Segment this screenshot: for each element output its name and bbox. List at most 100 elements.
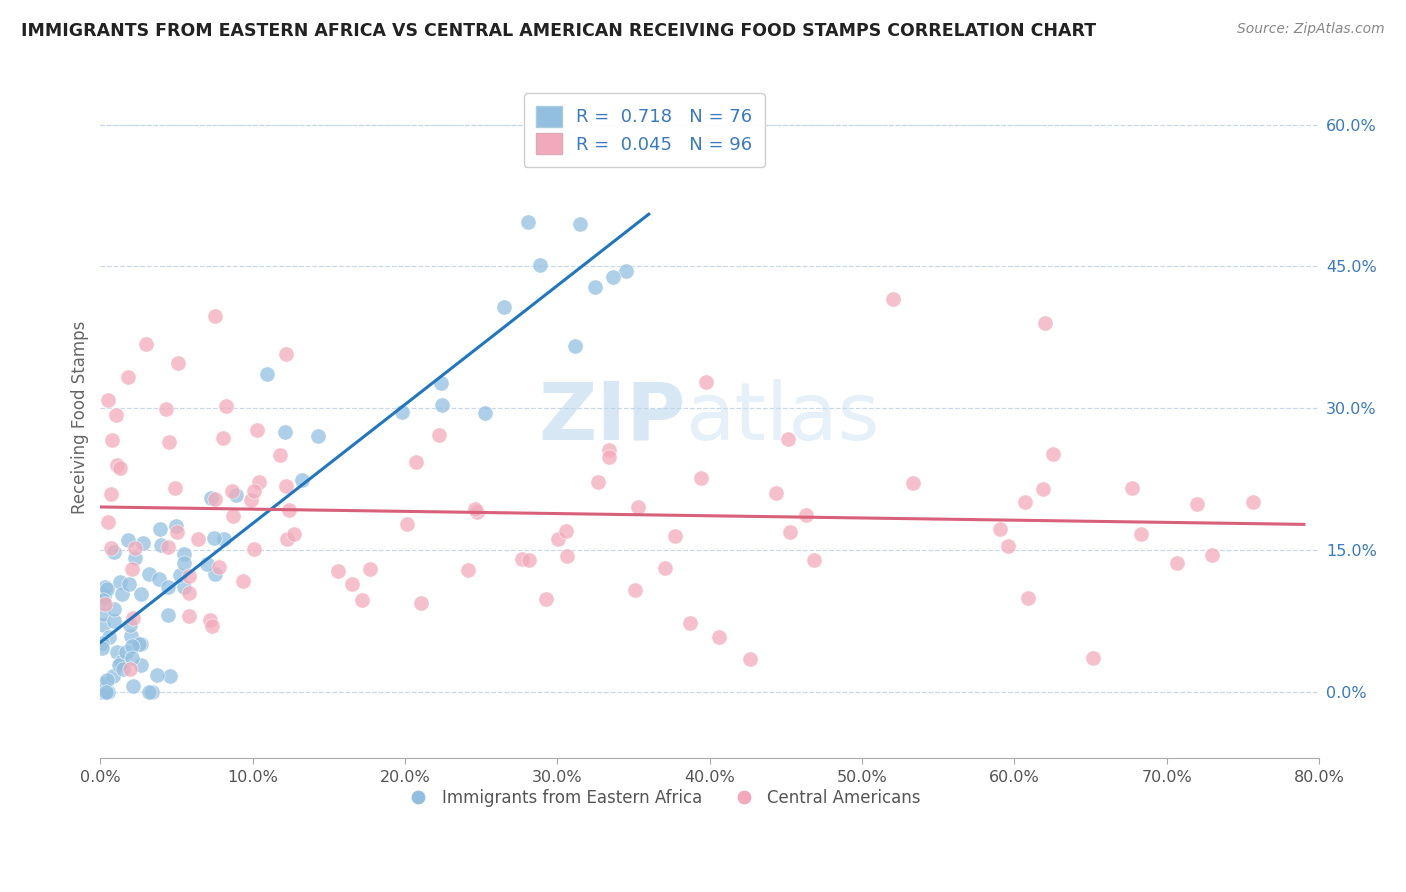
Point [204, 567, 226, 582]
Point [307, 429, 329, 443]
Point [118, 576, 141, 591]
Point [1083, 651, 1105, 665]
Point [778, 432, 800, 446]
Point [179, 586, 201, 600]
Point [101, 669, 124, 683]
Point [163, 481, 186, 495]
Point [124, 550, 146, 565]
Point [202, 531, 225, 545]
Point [583, 280, 606, 294]
Point [117, 533, 139, 548]
Point [430, 376, 453, 390]
Point [689, 470, 711, 484]
Point [492, 300, 515, 314]
Point [569, 218, 592, 232]
Point [796, 508, 818, 522]
Point [91, 677, 114, 691]
Point [215, 399, 238, 413]
Point [114, 645, 136, 659]
Point [141, 684, 163, 698]
Point [105, 644, 128, 658]
Point [988, 522, 1011, 536]
Point [212, 532, 235, 546]
Point [765, 486, 787, 500]
Point [803, 553, 825, 567]
Point [120, 662, 142, 676]
Point [274, 479, 297, 493]
Point [243, 541, 266, 556]
Point [654, 561, 676, 575]
Point [195, 557, 218, 571]
Point [465, 505, 488, 519]
Point [94, 580, 117, 594]
Point [598, 450, 620, 464]
Point [291, 473, 314, 487]
Point [882, 293, 904, 307]
Point [273, 425, 295, 439]
Point [602, 269, 624, 284]
Point [100, 487, 122, 501]
Point [901, 475, 924, 490]
Point [97, 684, 120, 698]
Point [616, 264, 638, 278]
Point [129, 587, 152, 601]
Point [121, 562, 143, 576]
Point [278, 502, 301, 516]
Point [110, 656, 132, 670]
Point [624, 582, 647, 597]
Point [340, 577, 363, 591]
Point [121, 651, 143, 665]
Point [457, 563, 479, 577]
Point [555, 549, 578, 563]
Point [91, 636, 114, 650]
Point [138, 684, 160, 698]
Point [359, 562, 381, 576]
Point [534, 592, 557, 607]
Point [1187, 497, 1209, 511]
Point [104, 408, 127, 422]
Point [121, 639, 143, 653]
Point [96, 684, 118, 698]
Point [187, 532, 209, 546]
Point [1017, 591, 1039, 605]
Point [105, 458, 128, 472]
Text: ZIP: ZIP [538, 378, 685, 457]
Point [157, 608, 180, 623]
Point [225, 488, 247, 502]
Point [117, 369, 139, 384]
Point [427, 428, 450, 442]
Point [111, 662, 134, 676]
Point [156, 540, 179, 554]
Point [664, 529, 686, 543]
Point [166, 525, 188, 540]
Point [276, 532, 298, 546]
Point [247, 475, 270, 489]
Text: atlas: atlas [685, 378, 880, 457]
Point [179, 568, 201, 582]
Point [204, 309, 226, 323]
Point [148, 522, 170, 536]
Point [108, 461, 131, 475]
Point [103, 614, 125, 628]
Point [1201, 548, 1223, 562]
Point [111, 587, 134, 601]
Point [91, 618, 114, 632]
Point [738, 652, 761, 666]
Point [138, 566, 160, 581]
Point [222, 508, 245, 523]
Point [1130, 527, 1153, 541]
Point [411, 596, 433, 610]
Point [97, 630, 120, 644]
Point [94, 597, 117, 611]
Point [707, 630, 730, 644]
Point [1032, 482, 1054, 496]
Point [588, 475, 610, 489]
Point [146, 668, 169, 682]
Point [128, 637, 150, 651]
Point [103, 602, 125, 616]
Point [246, 423, 269, 437]
Point [1121, 481, 1143, 495]
Point [679, 616, 702, 631]
Point [395, 516, 418, 531]
Point [155, 402, 177, 417]
